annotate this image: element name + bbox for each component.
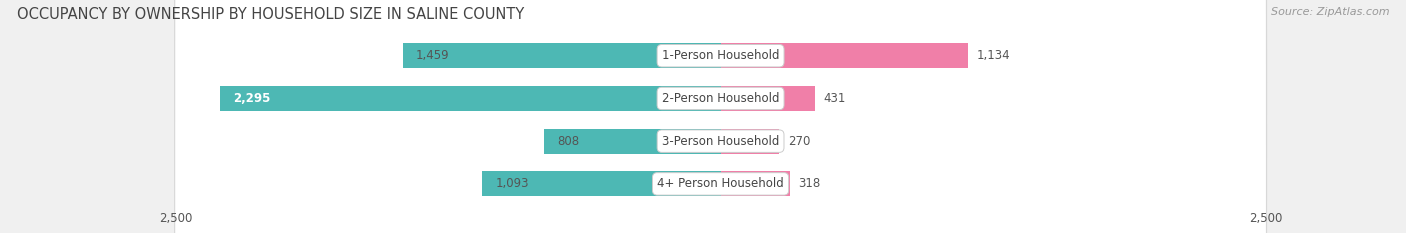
Text: 4+ Person Household: 4+ Person Household xyxy=(657,177,785,190)
Text: 270: 270 xyxy=(789,135,810,148)
Text: 808: 808 xyxy=(558,135,579,148)
Bar xyxy=(721,43,967,68)
Bar xyxy=(544,129,721,154)
Text: 2,295: 2,295 xyxy=(233,92,271,105)
Text: 1,459: 1,459 xyxy=(416,49,450,62)
Text: 318: 318 xyxy=(799,177,821,190)
FancyBboxPatch shape xyxy=(174,0,1267,233)
Bar xyxy=(721,171,790,196)
Text: 1,093: 1,093 xyxy=(495,177,529,190)
Bar xyxy=(221,86,721,111)
Text: Source: ZipAtlas.com: Source: ZipAtlas.com xyxy=(1271,7,1389,17)
FancyBboxPatch shape xyxy=(174,0,1267,233)
FancyBboxPatch shape xyxy=(174,0,1267,233)
Text: 431: 431 xyxy=(824,92,845,105)
FancyBboxPatch shape xyxy=(174,0,1267,233)
Text: OCCUPANCY BY OWNERSHIP BY HOUSEHOLD SIZE IN SALINE COUNTY: OCCUPANCY BY OWNERSHIP BY HOUSEHOLD SIZE… xyxy=(17,7,524,22)
Text: 1,134: 1,134 xyxy=(976,49,1010,62)
Text: 2-Person Household: 2-Person Household xyxy=(662,92,779,105)
Bar xyxy=(721,86,814,111)
Text: 3-Person Household: 3-Person Household xyxy=(662,135,779,148)
Bar xyxy=(721,129,779,154)
Bar xyxy=(402,43,721,68)
Text: 1-Person Household: 1-Person Household xyxy=(662,49,779,62)
Bar xyxy=(482,171,721,196)
